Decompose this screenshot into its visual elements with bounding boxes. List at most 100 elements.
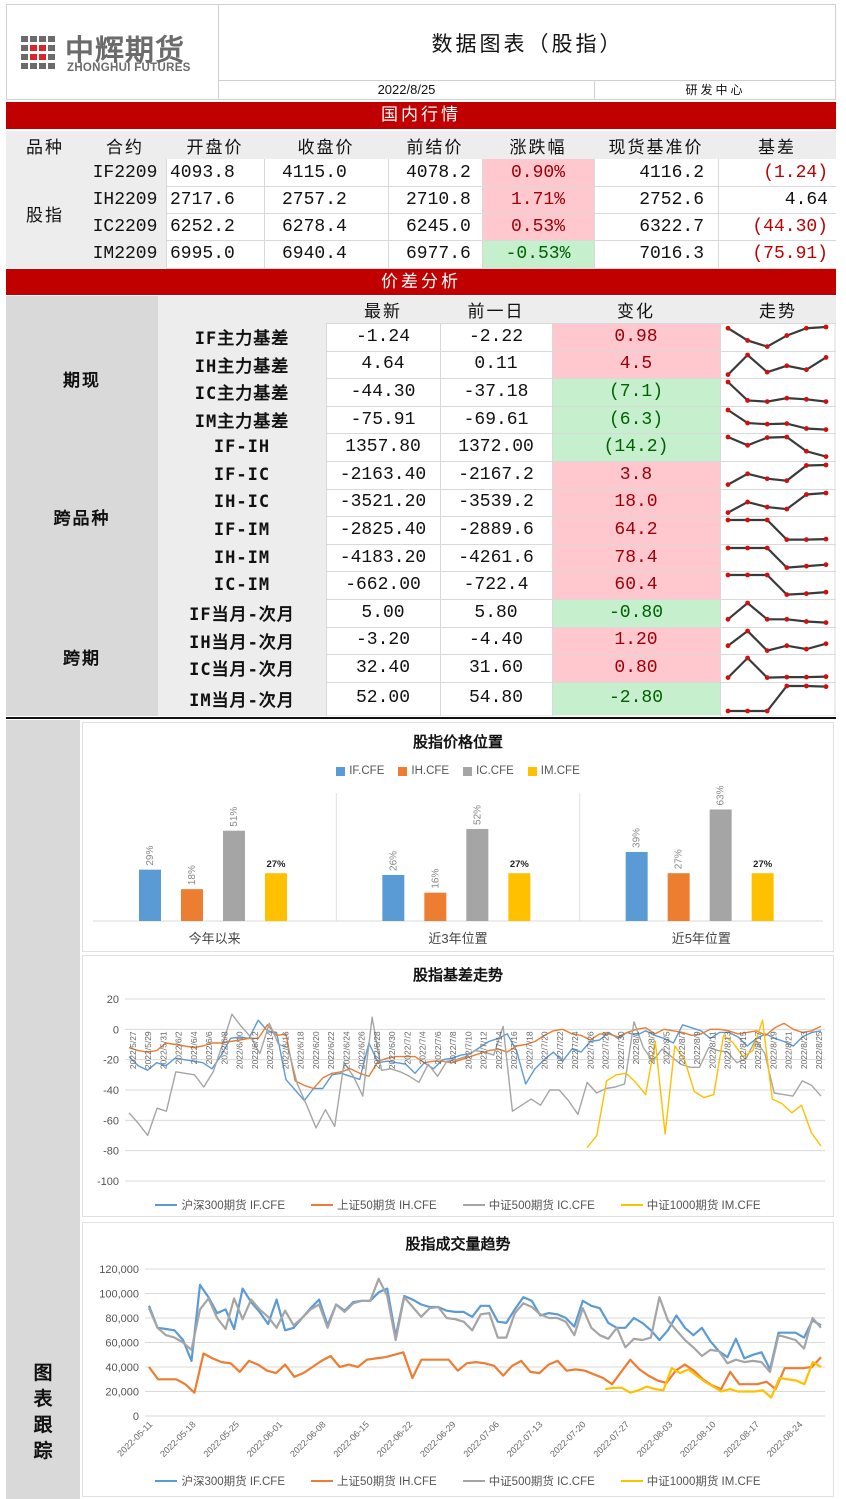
legend-label: 中证500期货 IC.CFE — [488, 1476, 595, 1488]
contract-code: IM2209 — [84, 240, 166, 268]
contract-code: IF2209 — [84, 159, 166, 186]
cell-latest: -1.24 — [326, 323, 440, 351]
x-tick-label: 2022/8/5 — [662, 1031, 672, 1064]
x-tick-label: 2022/5/29 — [143, 1031, 153, 1069]
trend-sparkline — [720, 516, 834, 544]
series-line — [586, 1019, 822, 1149]
x-tick-label: 2022-07-20 — [548, 1419, 588, 1459]
group-label: 期现 — [63, 370, 101, 391]
x-tick-label: 2022/7/30 — [616, 1031, 626, 1069]
cell-prev-settle: 6245.0 — [388, 213, 482, 240]
column-header: 走势 — [759, 302, 797, 322]
side-label-char: 跟 — [33, 1414, 53, 1436]
side-label-char: 表 — [33, 1388, 53, 1410]
cell-open: 2717.6 — [166, 186, 264, 213]
x-tick-label: 2022-07-06 — [461, 1419, 501, 1459]
legend-swatch-icon — [527, 766, 537, 776]
legend-label: 中证500期货 IC.CFE — [488, 1200, 595, 1212]
trend-sparkline — [720, 571, 834, 599]
department: 研发中心 — [685, 83, 746, 97]
spread-name: IC当月-次月 — [189, 660, 295, 681]
cell-change-pct: 0.90% — [482, 159, 594, 186]
chart-title: 股指成交量趋势 — [405, 1235, 511, 1253]
legend-label: IF.CFE — [349, 765, 385, 777]
svg-text:16%: 16% — [430, 869, 441, 889]
trend-sparkline — [720, 378, 834, 406]
legend-item: 中证500期货 IC.CFE — [462, 1473, 595, 1489]
cell-latest: 1357.80 — [326, 433, 440, 461]
cell-prev: -37.18 — [440, 378, 552, 406]
spread-name: IH-IC — [213, 492, 271, 513]
svg-text:27%: 27% — [510, 859, 530, 870]
cell-latest: -662.00 — [326, 571, 440, 599]
bar — [223, 830, 245, 921]
legend-label: 沪深300期货 IF.CFE — [181, 1476, 285, 1488]
legend-swatch-icon — [336, 766, 346, 776]
series-line — [147, 1283, 822, 1371]
legend-item: 沪深300期货 IF.CFE — [155, 1197, 285, 1213]
svg-text:39%: 39% — [632, 828, 643, 848]
x-tick-label: 2022/6/22 — [326, 1031, 336, 1069]
bar — [751, 873, 774, 921]
y-tick-label: -20 — [103, 1055, 119, 1067]
cell-basis: (75.91) — [718, 240, 836, 268]
legend-label: 上证50期货 IH.CFE — [337, 1200, 437, 1212]
side-label-char: 图 — [33, 1362, 53, 1384]
x-tick-label: 2022/7/10 — [463, 1031, 473, 1069]
cell-change: -0.80 — [552, 599, 720, 627]
legend-item: IH.CFE — [398, 765, 449, 777]
svg-text:51%: 51% — [229, 807, 240, 827]
cell-open: 6252.2 — [166, 213, 264, 240]
cell-prev: -722.4 — [440, 571, 552, 599]
x-tick-label: 2022/6/10 — [235, 1031, 245, 1069]
x-tick-label: 2022/6/4 — [189, 1031, 199, 1064]
cell-prev-settle: 2710.8 — [388, 186, 482, 213]
cell-basis: 4.64 — [718, 186, 836, 213]
legend-swatch-icon — [155, 1480, 178, 1482]
logo-mark-icon — [21, 34, 61, 74]
bar — [667, 873, 690, 921]
cell-prev: -3539.2 — [440, 488, 552, 517]
x-tick-label: 2022/7/14 — [494, 1031, 504, 1069]
contract-code: IH2209 — [84, 186, 166, 213]
x-tick-label: 2022/7/2 — [402, 1031, 412, 1064]
x-tick-label: 2022-08-10 — [678, 1419, 718, 1459]
column-header: 收盘价 — [297, 137, 355, 158]
side-label-char: 踪 — [33, 1440, 53, 1462]
cell-latest: -4183.20 — [326, 543, 440, 572]
y-tick-label: 20,000 — [105, 1387, 139, 1399]
y-tick-label: -100 — [97, 1176, 119, 1188]
legend-label: 中证1000期货 IM.CFE — [646, 1200, 761, 1212]
x-tick-label: 2022/7/24 — [570, 1031, 580, 1069]
x-tick-label: 2022-06-29 — [418, 1419, 458, 1459]
cell-change: 4.5 — [552, 350, 720, 379]
y-tick-label: 0 — [133, 1411, 139, 1423]
volume-line-plot: 120,000100,00080,00060,00040,00020,00002… — [99, 1264, 825, 1459]
x-tick-label: 2022/6/6 — [204, 1031, 214, 1064]
column-header: 前一日 — [467, 302, 525, 322]
cell-change-pct: -0.53% — [482, 240, 594, 268]
spread-name: IF-IM — [213, 519, 271, 540]
x-tick-label: 2022/8/11 — [707, 1031, 717, 1068]
x-tick-label: 2022/6/30 — [387, 1031, 397, 1069]
x-tick-label: 2022-05-18 — [158, 1419, 198, 1459]
x-tick-label: 2022/8/19 — [768, 1031, 778, 1069]
bar-chart-plot: 今年以来 29% 18% 51% 27% 近3年位置 26% 16% 52% 27% 近5年位置 39… — [93, 785, 823, 946]
legend-swatch-icon — [620, 1480, 643, 1482]
y-tick-label: 60,000 — [105, 1338, 139, 1350]
column-header: 最新 — [364, 302, 402, 322]
x-tick-label: 2022/8/9 — [692, 1031, 702, 1064]
trend-sparkline — [720, 405, 834, 434]
legend-label: IH.CFE — [411, 765, 450, 777]
cell-change: 0.98 — [552, 323, 720, 351]
x-tick-label: 2022/6/12 — [250, 1031, 260, 1069]
x-tick-label: 2022/8/1 — [631, 1031, 641, 1064]
contract-code: IC2209 — [84, 213, 166, 240]
x-tick-label: 2022-05-11 — [115, 1419, 154, 1458]
column-header: 现货基准价 — [608, 137, 704, 158]
trend-sparkline — [720, 681, 834, 715]
column-header: 品种 — [26, 137, 64, 158]
x-tick-label: 2022/6/18 — [296, 1031, 306, 1069]
cell-change: 1.20 — [552, 626, 720, 655]
y-tick-label: 80,000 — [105, 1313, 139, 1325]
